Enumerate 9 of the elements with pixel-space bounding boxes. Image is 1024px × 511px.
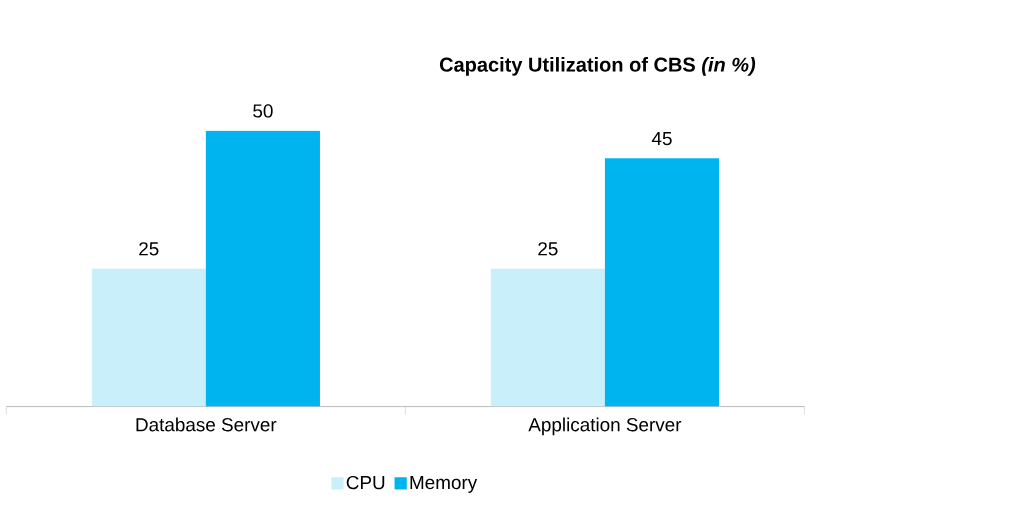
data-label: 45 [651, 132, 672, 146]
data-label: 25 [538, 242, 558, 256]
x-tick-label: Database Server [136, 417, 277, 432]
data-label: 25 [139, 242, 159, 256]
data-label: 50 [253, 104, 273, 118]
legend-label: Memory [410, 476, 478, 494]
x-tick-label: Application Server [528, 417, 682, 436]
legend-label: CPU [346, 476, 385, 490]
chart-title: Capacity Utilization of CBS (in %) [439, 57, 756, 76]
